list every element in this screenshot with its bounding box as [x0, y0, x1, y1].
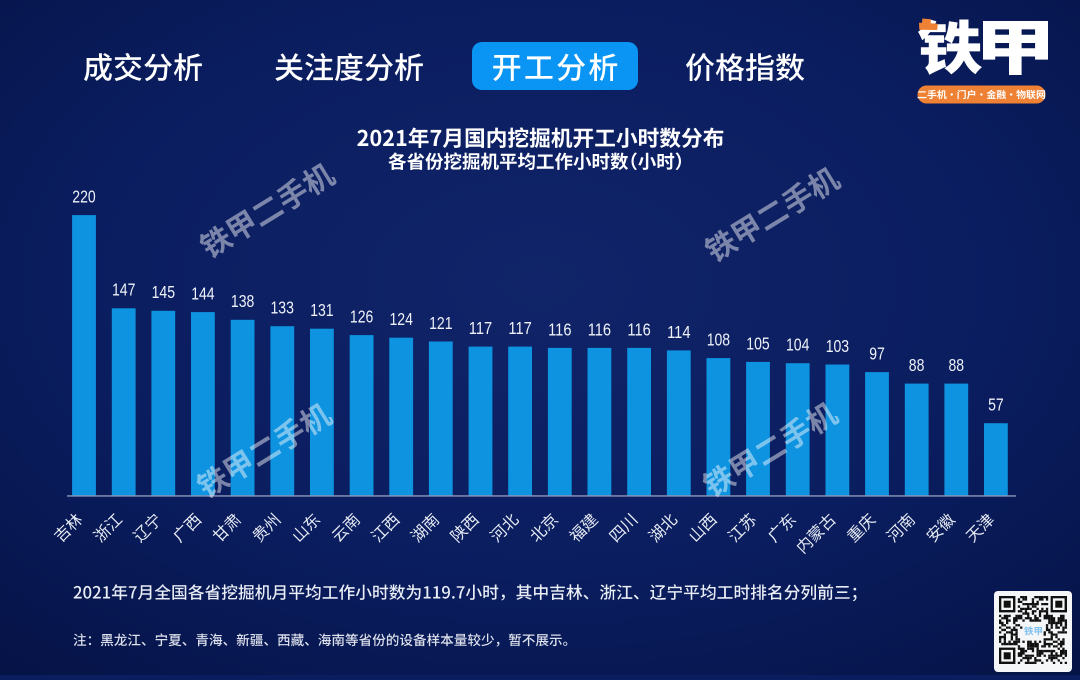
svg-text:108: 108: [707, 330, 730, 350]
svg-text:131: 131: [310, 300, 333, 320]
svg-text:116: 116: [627, 319, 650, 339]
svg-text:116: 116: [548, 319, 571, 339]
svg-text:97: 97: [869, 344, 885, 364]
svg-text:144: 144: [191, 284, 215, 304]
svg-text:220: 220: [72, 187, 96, 207]
svg-text:133: 133: [271, 298, 294, 318]
svg-text:145: 145: [152, 282, 175, 302]
svg-text:116: 116: [588, 319, 611, 339]
svg-text:103: 103: [826, 336, 849, 356]
svg-text:117: 117: [508, 318, 531, 338]
svg-text:104: 104: [786, 335, 810, 355]
svg-text:57: 57: [988, 395, 1004, 415]
svg-text:147: 147: [112, 280, 135, 300]
svg-text:121: 121: [429, 313, 452, 333]
svg-text:124: 124: [390, 309, 414, 329]
svg-text:114: 114: [667, 322, 691, 342]
svg-text:105: 105: [746, 333, 769, 353]
svg-text:117: 117: [469, 318, 492, 338]
svg-text:126: 126: [350, 307, 373, 327]
svg-text:88: 88: [909, 355, 925, 375]
svg-text:138: 138: [231, 291, 254, 311]
svg-text:88: 88: [949, 355, 965, 375]
